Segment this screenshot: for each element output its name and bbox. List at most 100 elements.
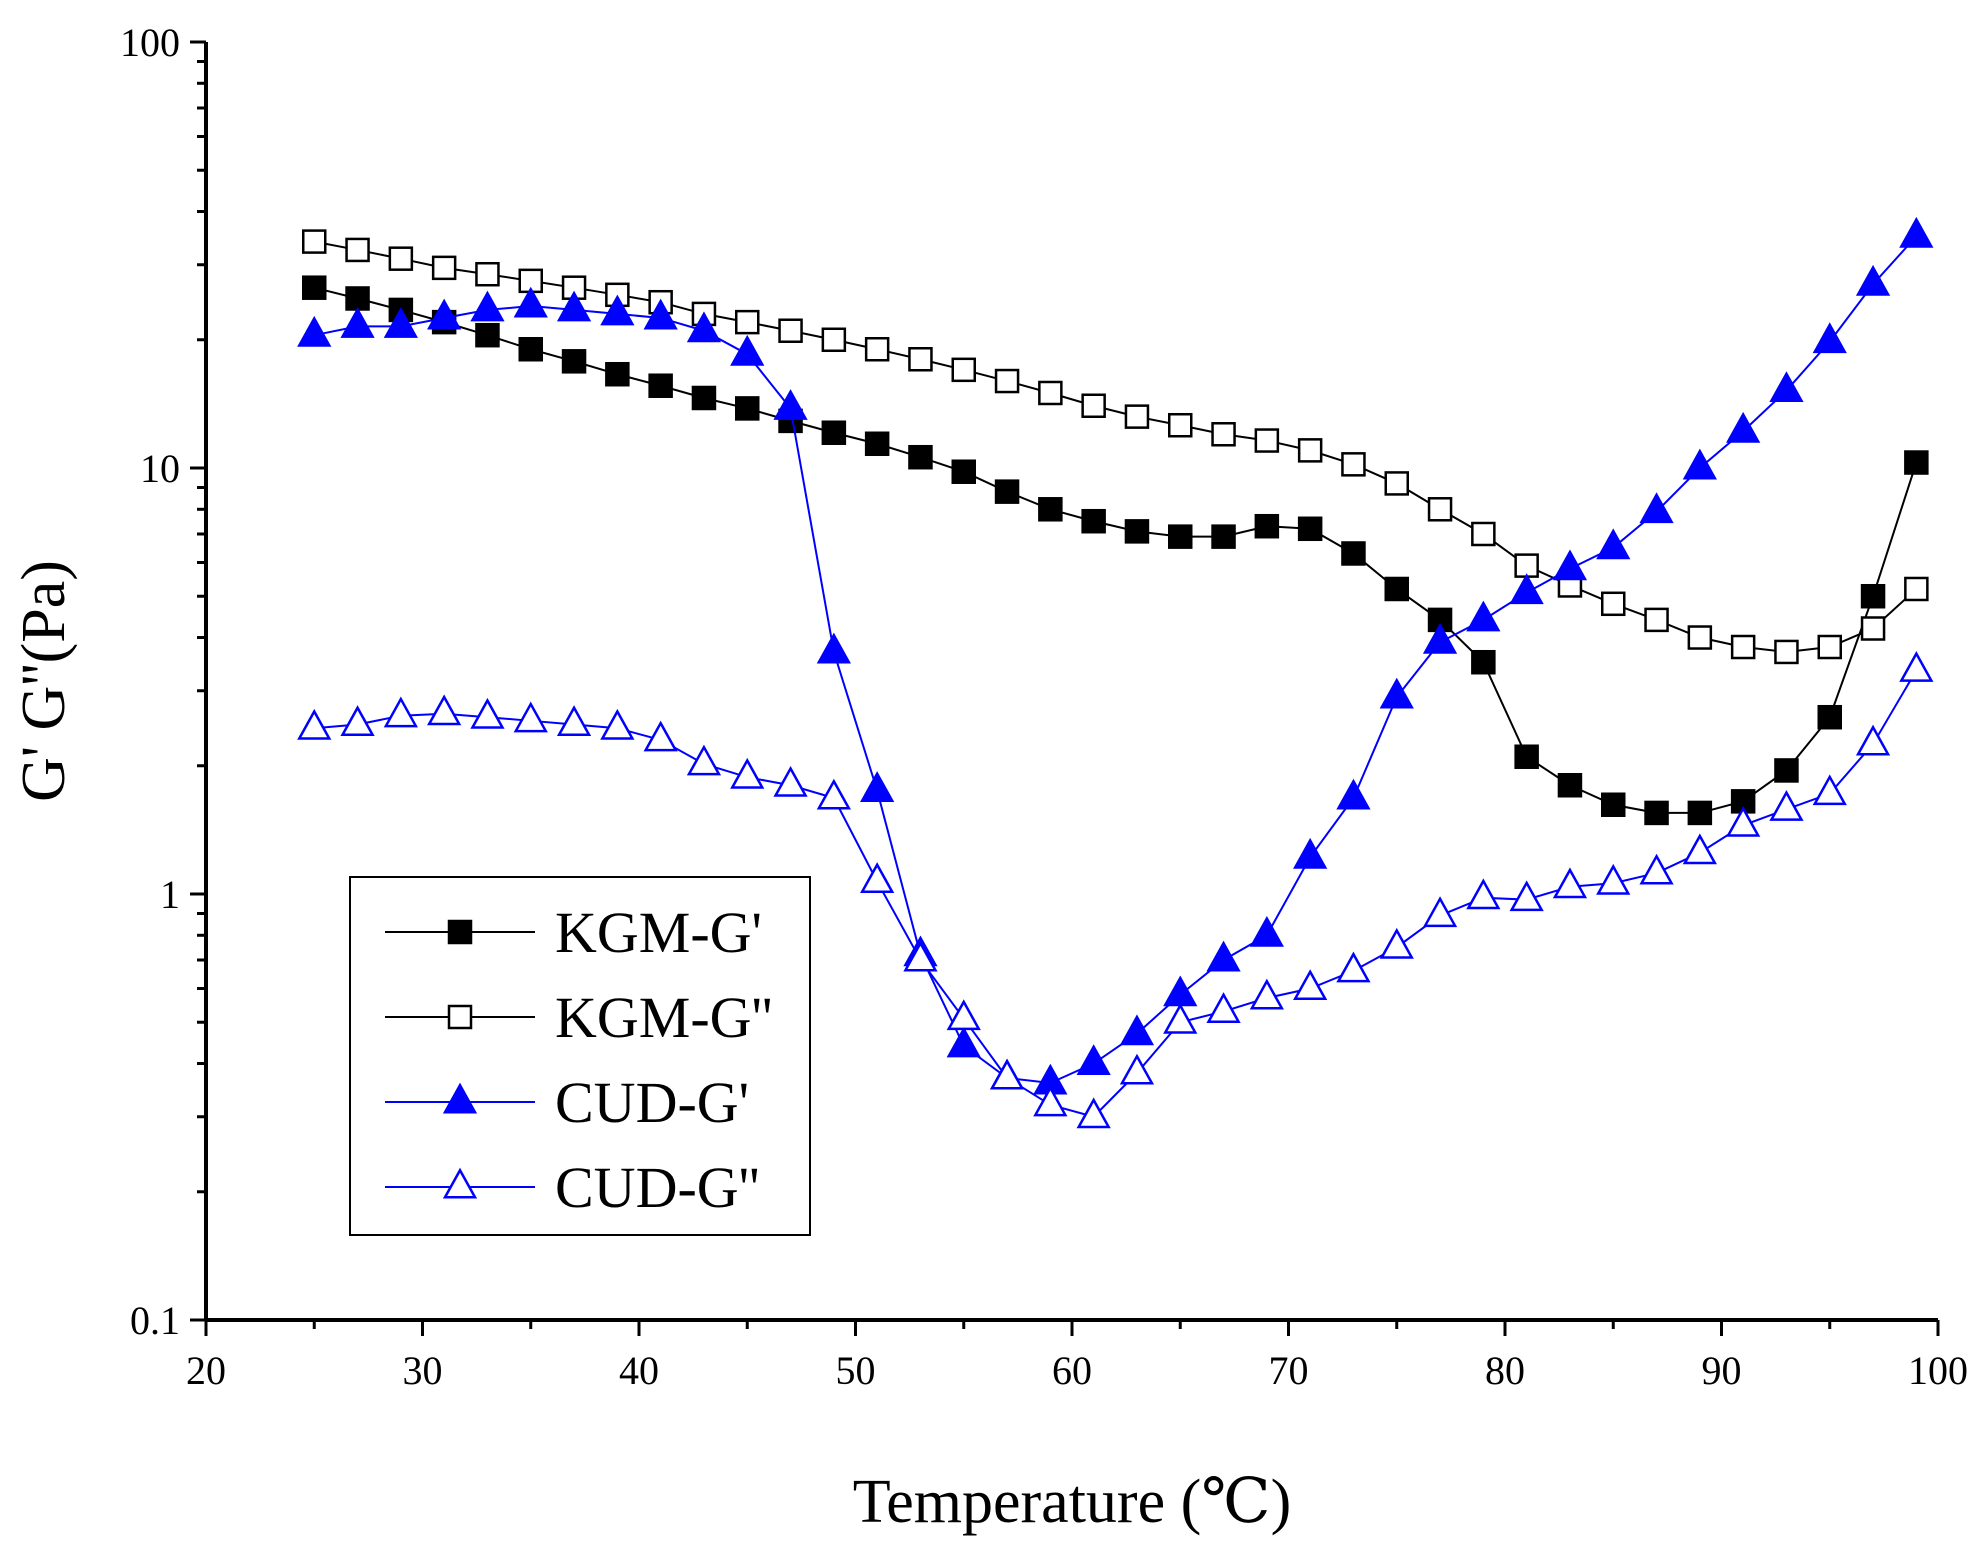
data-point bbox=[1860, 583, 1886, 609]
data-point bbox=[946, 999, 981, 1031]
data-point bbox=[600, 294, 635, 326]
data-point bbox=[518, 337, 543, 362]
data-point bbox=[1769, 790, 1804, 821]
data-point bbox=[1293, 969, 1328, 1001]
data-point bbox=[691, 385, 717, 411]
data-point bbox=[648, 373, 673, 398]
data-point bbox=[470, 697, 505, 729]
series-line bbox=[314, 286, 1918, 814]
data-point bbox=[556, 290, 592, 322]
data-point bbox=[302, 229, 327, 254]
data-point bbox=[1639, 853, 1674, 885]
y-tick-label: 0.1 bbox=[130, 1298, 180, 1343]
x-tick-label: 90 bbox=[1702, 1348, 1742, 1393]
data-point bbox=[1379, 677, 1414, 709]
legend-marker bbox=[447, 1004, 473, 1030]
data-point bbox=[1552, 867, 1588, 899]
data-point bbox=[1081, 508, 1106, 534]
data-point bbox=[1422, 622, 1458, 654]
data-point bbox=[1341, 452, 1366, 477]
data-point bbox=[1471, 649, 1496, 675]
y-tick-label: 10 bbox=[140, 446, 180, 491]
data-point bbox=[1384, 471, 1409, 496]
data-point bbox=[1206, 940, 1241, 972]
data-point bbox=[1682, 448, 1717, 480]
data-point bbox=[730, 334, 765, 366]
data-point bbox=[1119, 1014, 1155, 1046]
y-tick-label: 100 bbox=[120, 20, 180, 65]
data-point bbox=[1601, 591, 1626, 617]
x-tick-label: 30 bbox=[403, 1348, 443, 1393]
data-point bbox=[345, 237, 370, 263]
x-tick-label: 70 bbox=[1269, 1348, 1309, 1393]
series-3 bbox=[297, 216, 1934, 1095]
data-point bbox=[1427, 497, 1453, 522]
data-point bbox=[1726, 411, 1761, 443]
data-point bbox=[1855, 264, 1891, 296]
data-point bbox=[561, 349, 587, 374]
data-point bbox=[297, 708, 332, 740]
data-point bbox=[1211, 524, 1236, 549]
data-point bbox=[605, 361, 630, 387]
data-point bbox=[864, 431, 890, 457]
data-point bbox=[1163, 975, 1198, 1007]
data-point bbox=[1254, 428, 1280, 453]
data-point bbox=[994, 479, 1020, 504]
plot-area bbox=[297, 216, 1934, 1129]
data-point bbox=[946, 1026, 981, 1058]
data-point bbox=[1076, 1044, 1111, 1076]
data-point bbox=[1899, 216, 1934, 248]
data-point bbox=[345, 286, 370, 311]
data-point bbox=[1899, 651, 1934, 682]
series-4 bbox=[297, 651, 1934, 1129]
data-point bbox=[1639, 492, 1674, 524]
data-point bbox=[1254, 513, 1280, 539]
data-point bbox=[686, 311, 722, 343]
data-point bbox=[735, 396, 760, 421]
data-point bbox=[860, 862, 895, 893]
data-point bbox=[1336, 778, 1371, 810]
legend-marker bbox=[442, 1167, 478, 1199]
y-tick-label: 1 bbox=[160, 872, 180, 917]
data-point bbox=[1726, 805, 1761, 837]
legend-marker bbox=[447, 919, 473, 945]
data-point bbox=[1297, 438, 1323, 463]
data-point bbox=[1557, 773, 1583, 798]
data-point bbox=[1466, 878, 1501, 910]
data-point bbox=[1774, 639, 1799, 665]
data-point bbox=[1384, 576, 1409, 602]
data-point bbox=[1336, 951, 1371, 983]
data-point bbox=[470, 290, 505, 322]
data-point bbox=[513, 701, 548, 733]
x-axis-title: Temperature (℃) bbox=[853, 1468, 1292, 1536]
data-point bbox=[1076, 1097, 1111, 1129]
data-point bbox=[1644, 800, 1669, 826]
data-point bbox=[1596, 863, 1631, 895]
legend-label: KGM-G' bbox=[555, 900, 762, 965]
data-point bbox=[1860, 616, 1886, 641]
x-tick-label: 20 bbox=[186, 1348, 226, 1393]
y-axis-title: G' G''(Pa) bbox=[10, 560, 78, 802]
legend-label: CUD-G'' bbox=[555, 1155, 760, 1220]
data-point bbox=[427, 694, 462, 726]
x-tick-label: 80 bbox=[1485, 1348, 1525, 1393]
data-point bbox=[1552, 549, 1588, 581]
data-point bbox=[1514, 744, 1539, 769]
data-point bbox=[989, 1058, 1025, 1090]
data-point bbox=[1119, 1053, 1155, 1085]
data-point bbox=[1341, 541, 1366, 566]
data-point bbox=[1033, 1085, 1068, 1117]
data-point bbox=[383, 307, 418, 338]
data-point bbox=[1168, 412, 1193, 438]
data-point bbox=[1812, 774, 1847, 806]
data-point bbox=[1644, 607, 1669, 633]
axes: 20 30 40 50 60 70 80 90 100 0.1 1 10 100 bbox=[120, 20, 1968, 1393]
data-point bbox=[1038, 380, 1063, 406]
data-point bbox=[643, 720, 678, 752]
data-point bbox=[1601, 792, 1626, 817]
data-point bbox=[431, 255, 457, 281]
data-point bbox=[1904, 576, 1929, 602]
data-point bbox=[773, 765, 808, 797]
legend-label: KGM-G'' bbox=[555, 985, 772, 1050]
